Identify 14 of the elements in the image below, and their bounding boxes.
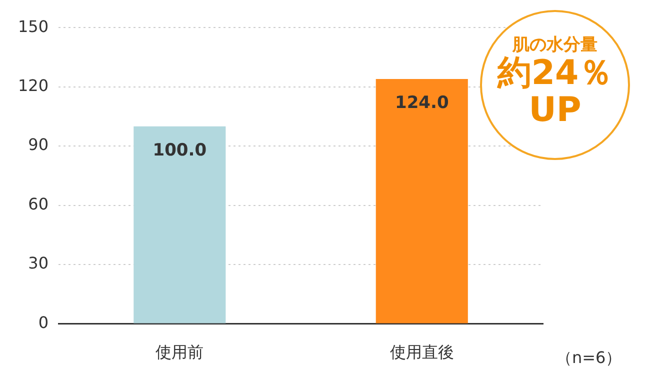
annotation: 肌の水分量 (511, 35, 598, 55)
y-tick-label: 0 (38, 312, 49, 332)
annotation: 約24％ (496, 52, 614, 93)
y-tick-label: 90 (28, 135, 49, 154)
x-tick-label: 使用前 (156, 342, 204, 362)
y-tick-label: 60 (28, 194, 49, 214)
data-label: 124.0 (394, 92, 449, 113)
y-tick-label: 150 (18, 16, 49, 36)
text: （n=6） (556, 348, 622, 369)
annotation: UP (528, 90, 582, 130)
x-tick-label: 使用直後 (390, 342, 454, 362)
y-tick-label: 120 (18, 76, 49, 95)
data-label: 100.0 (152, 140, 207, 160)
y-tick-label: 30 (28, 254, 49, 273)
